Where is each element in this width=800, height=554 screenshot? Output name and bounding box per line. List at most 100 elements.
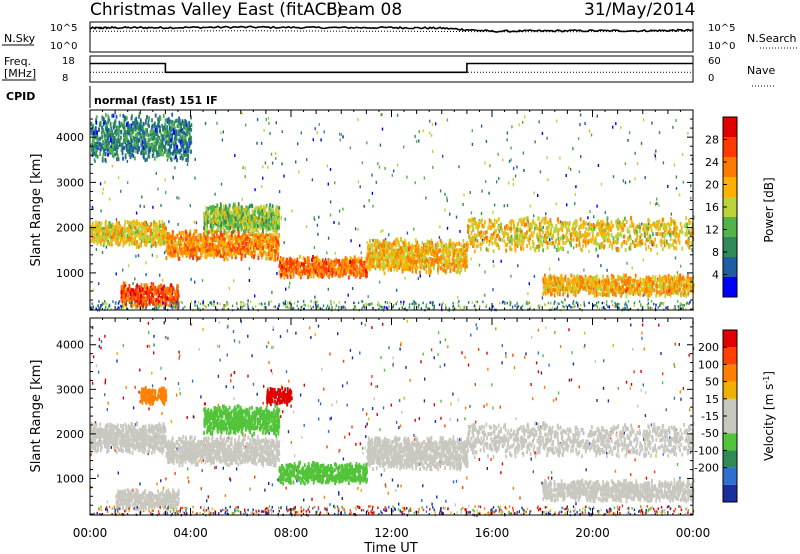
scatter-cell <box>601 220 604 225</box>
scatter-cell <box>611 243 614 248</box>
scatter-cell <box>332 266 335 271</box>
scatter-cell <box>356 264 358 269</box>
scatter-cell <box>417 277 419 281</box>
scatter-cell <box>116 220 118 225</box>
scatter-cell <box>163 222 166 226</box>
scatter-cell <box>371 245 374 250</box>
scatter-cell <box>641 222 643 226</box>
scatter-cell <box>168 239 170 244</box>
scatter-cell <box>583 236 586 241</box>
scatter-cell <box>238 206 241 211</box>
scatter-cell <box>163 284 166 289</box>
scatter-cell <box>623 239 625 244</box>
scatter-cell <box>691 226 693 231</box>
scatter-cell <box>672 125 674 129</box>
scatter-cell <box>555 202 557 206</box>
scatter-cell <box>600 182 603 186</box>
scatter-cell <box>275 156 277 160</box>
scatter-cell <box>420 255 422 260</box>
scatter-cell <box>686 243 689 247</box>
scatter-cell <box>527 228 530 233</box>
scatter-cell <box>391 248 394 253</box>
scatter-cell <box>104 238 107 243</box>
scatter-cell <box>97 228 100 233</box>
scatter-cell <box>157 187 159 191</box>
scatter-cell <box>204 250 207 255</box>
scatter-cell <box>137 227 140 232</box>
scatter-cell <box>305 268 308 273</box>
scatter-cell <box>268 206 271 211</box>
scatter-cell <box>384 245 387 250</box>
scatter-cell <box>227 237 230 242</box>
scatter-cell <box>221 233 224 238</box>
scatter-cell <box>441 267 444 272</box>
scatter-cell <box>349 256 352 261</box>
scatter-cell <box>224 252 226 256</box>
scatter-cell <box>260 223 263 228</box>
scatter-cell <box>366 254 369 259</box>
scatter-cell <box>425 196 427 200</box>
scatter-cell <box>216 219 218 224</box>
scatter-cell <box>214 243 216 248</box>
scatter-cell <box>163 306 165 310</box>
scatter-cell <box>291 259 294 263</box>
scatter-cell <box>466 244 469 249</box>
scatter-cell <box>464 256 467 261</box>
scatter-cell <box>656 202 658 206</box>
scatter-cell <box>218 252 220 257</box>
scatter-cell <box>437 267 439 272</box>
scatter-cell <box>282 262 285 267</box>
scatter-cell <box>214 192 216 196</box>
scatter-cell <box>165 301 168 306</box>
scatter-cell <box>608 238 611 243</box>
scatter-cell <box>478 220 481 225</box>
scatter-cell <box>90 306 92 310</box>
scatter-cell <box>215 221 218 226</box>
scatter-cell <box>431 262 434 267</box>
scatter-cell <box>564 298 566 302</box>
scatter-cell <box>263 244 266 249</box>
scatter-cell <box>110 227 113 231</box>
scatter-cell <box>276 217 279 222</box>
scatter-cell <box>421 248 424 253</box>
scatter-cell <box>101 251 104 254</box>
scatter-cell <box>245 233 248 238</box>
scatter-cell <box>372 257 375 262</box>
scatter-cell <box>329 213 332 217</box>
scatter-cell <box>374 267 377 271</box>
scatter-cell <box>237 202 240 207</box>
scatter-cell <box>289 274 292 279</box>
scatter-cell <box>104 233 107 238</box>
scatter-cell <box>254 223 257 227</box>
scatter-cell <box>197 238 200 243</box>
scatter-cell <box>251 216 254 221</box>
scatter-cell <box>354 274 357 279</box>
scatter-cell <box>428 246 431 251</box>
scatter-cell <box>514 229 517 234</box>
scatter-cell <box>285 268 288 273</box>
scatter-cell <box>464 267 466 272</box>
scatter-cell <box>412 245 414 250</box>
scatter-cell <box>92 207 94 210</box>
scatter-cell <box>104 226 106 231</box>
scatter-cell <box>521 235 524 240</box>
scatter-cell <box>202 232 205 237</box>
scatter-cell <box>227 216 230 221</box>
scatter-cell <box>96 239 99 244</box>
scatter-cell <box>366 258 369 263</box>
scatter-cell <box>433 246 435 251</box>
scatter-cell <box>163 297 166 302</box>
scatter-cell <box>102 187 104 191</box>
scatter-cell <box>252 213 254 218</box>
scatter-cell <box>567 250 569 254</box>
scatter-cell <box>186 240 188 245</box>
scatter-cell <box>225 219 227 224</box>
scatter-cell <box>273 224 276 229</box>
scatter-cell <box>399 261 402 266</box>
scatter-cell <box>406 255 409 260</box>
scatter-cell <box>296 267 299 272</box>
scatter-cell <box>419 270 421 275</box>
scatter-cell <box>198 247 201 252</box>
scatter-cell <box>386 262 389 267</box>
scatter-cell <box>165 245 168 250</box>
